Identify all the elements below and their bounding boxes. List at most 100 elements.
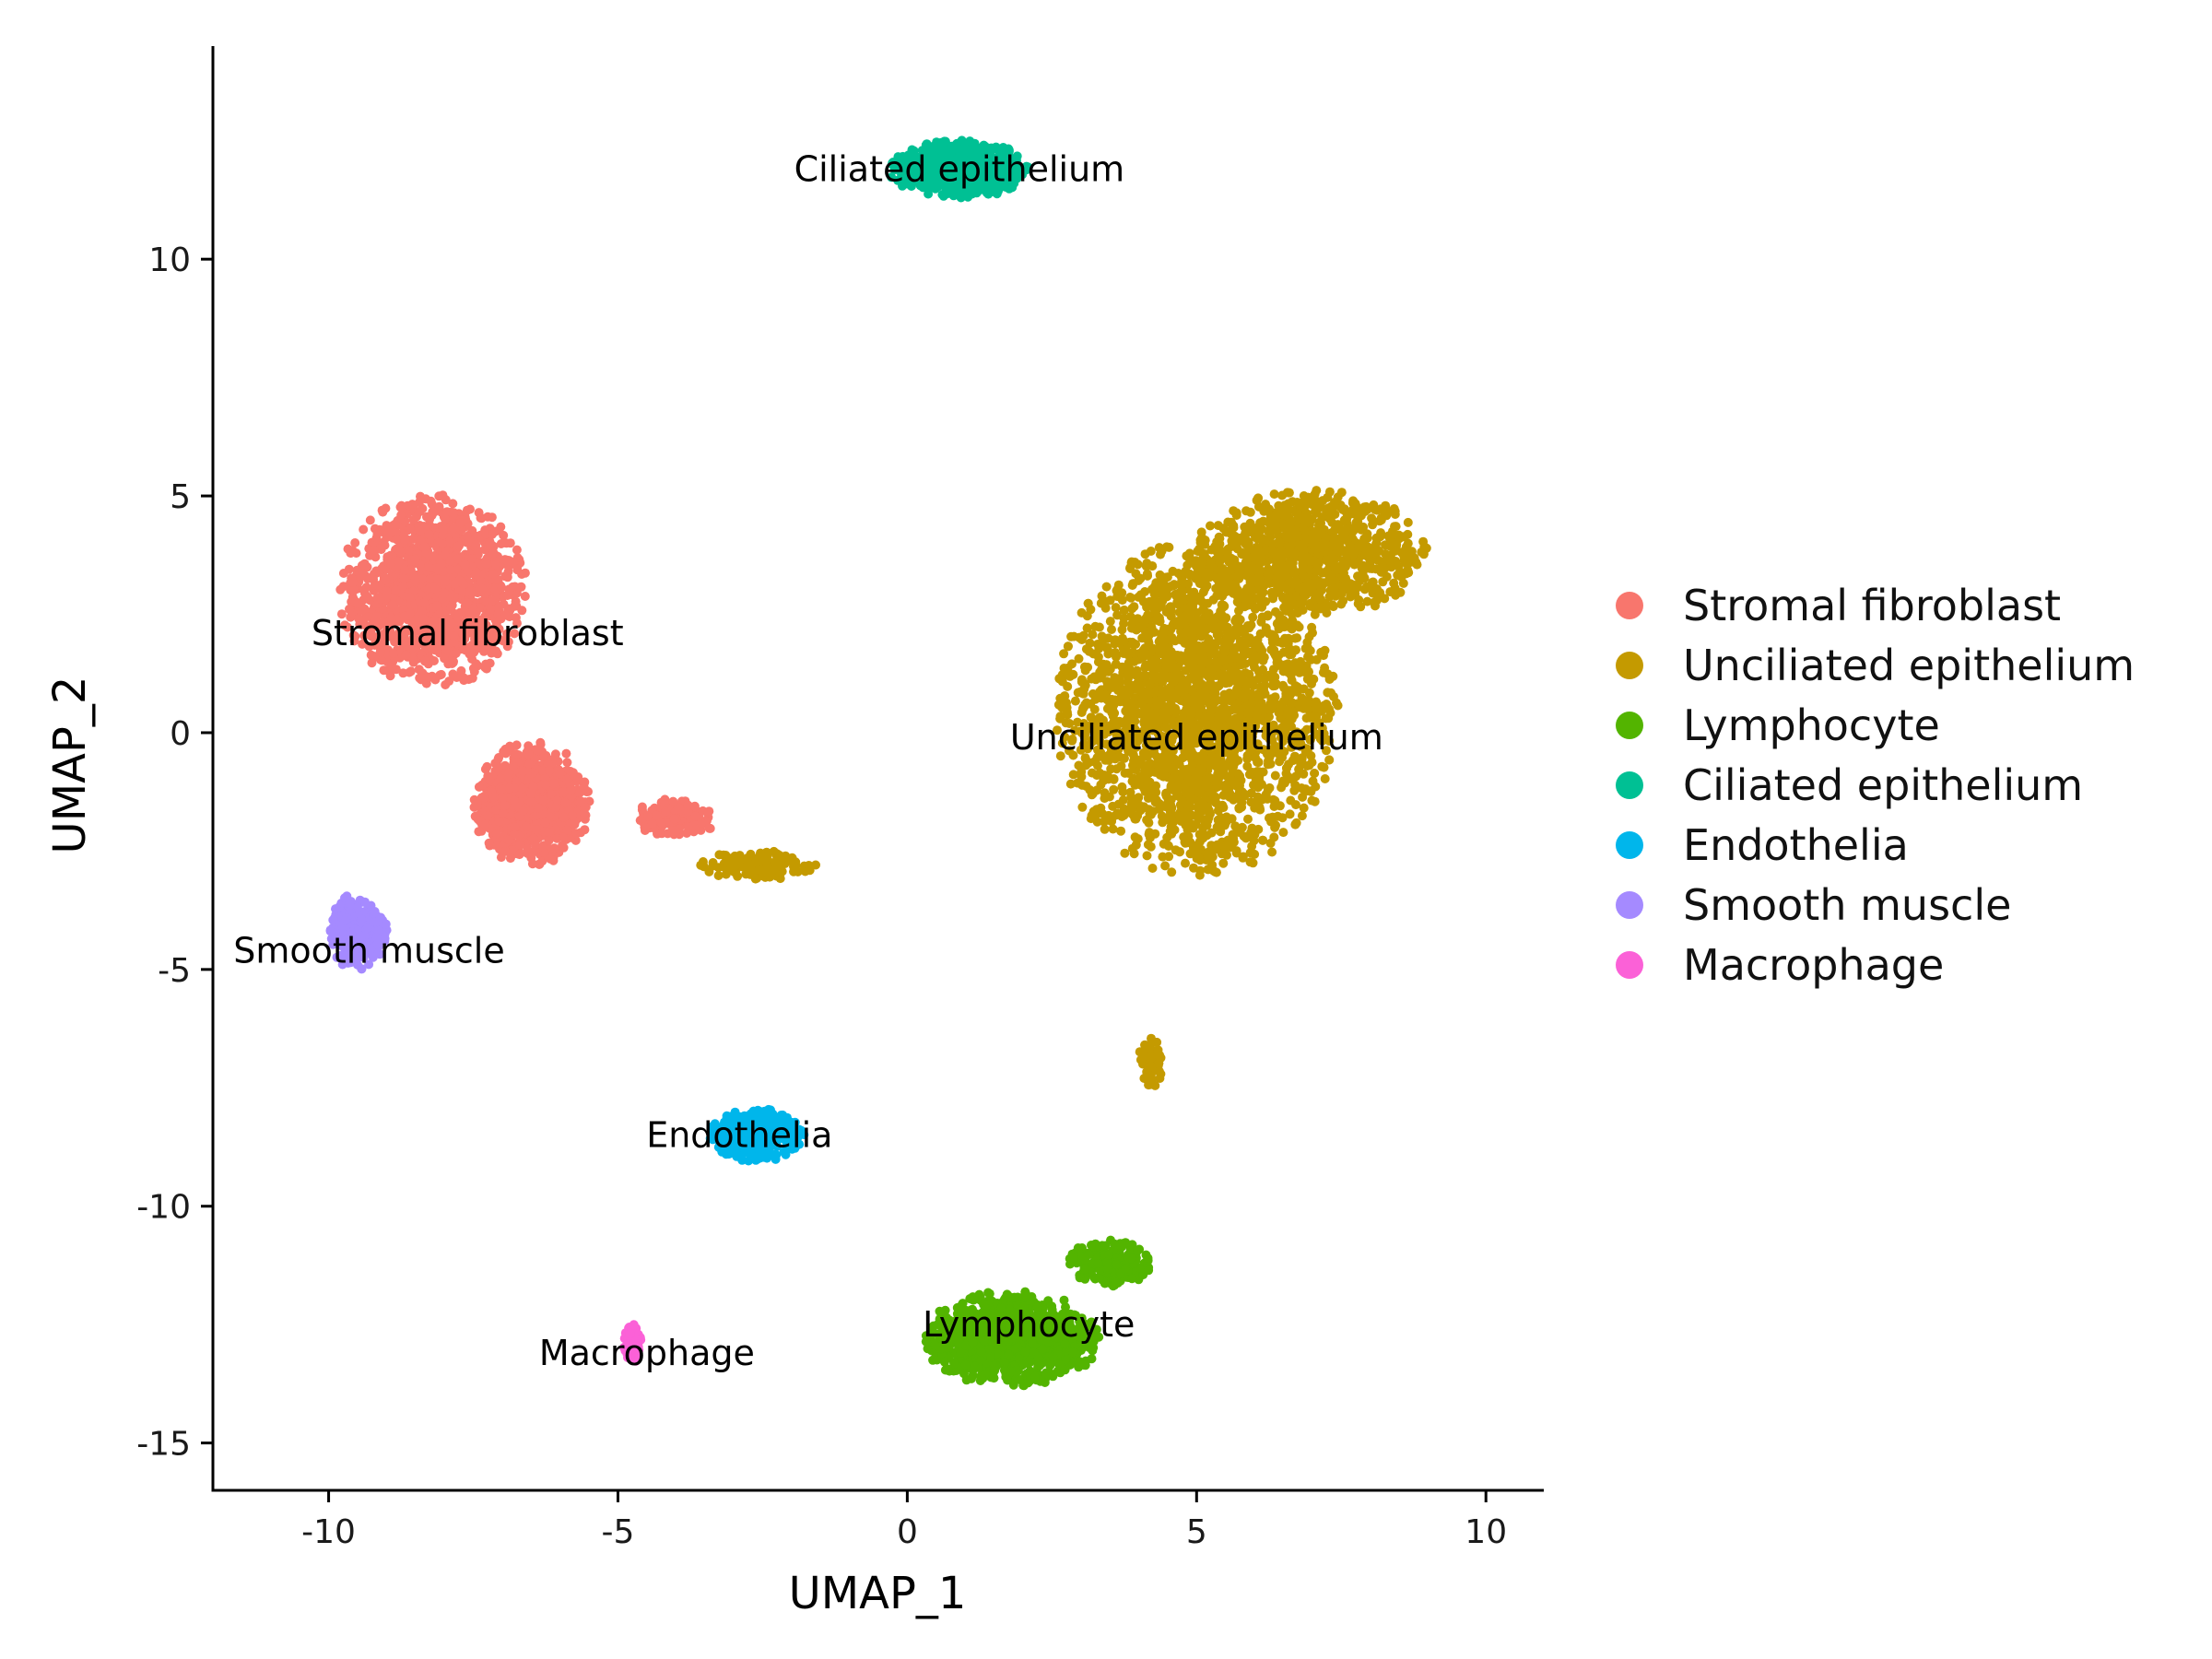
data-point [1298, 792, 1308, 802]
data-point [1213, 681, 1223, 691]
data-point [1143, 781, 1153, 790]
data-point [1255, 682, 1265, 692]
data-point [1250, 803, 1260, 813]
data-point [424, 529, 434, 539]
data-point [1316, 647, 1326, 657]
data-point [1181, 858, 1190, 868]
data-point [487, 595, 497, 606]
data-point [1167, 803, 1177, 813]
data-point [348, 577, 359, 587]
data-point [1229, 777, 1239, 787]
data-point [380, 540, 390, 550]
data-point [671, 826, 680, 836]
data-point [668, 796, 678, 806]
data-point [1255, 629, 1265, 639]
data-point [445, 565, 455, 575]
data-point [480, 764, 490, 774]
data-point [465, 586, 475, 596]
data-point [1261, 790, 1271, 800]
data-point [491, 559, 501, 570]
data-point [367, 658, 377, 668]
data-point [1094, 657, 1103, 667]
data-point [1249, 836, 1259, 846]
data-point [1100, 792, 1111, 801]
data-point [505, 853, 515, 864]
data-point [1215, 657, 1225, 666]
data-point [1151, 759, 1161, 769]
data-point [398, 582, 408, 592]
data-point [477, 513, 487, 524]
data-point [1159, 593, 1169, 602]
data-point [525, 788, 535, 798]
data-point [1248, 612, 1258, 622]
data-point [410, 575, 420, 585]
data-point [1174, 670, 1184, 679]
data-point [1281, 689, 1291, 700]
data-point [1228, 830, 1238, 840]
data-point [1108, 801, 1118, 811]
data-point [1281, 636, 1291, 646]
data-point [1158, 852, 1168, 862]
data-point [1290, 819, 1300, 830]
data-point [494, 817, 504, 827]
data-point [410, 554, 420, 564]
data-point [1096, 598, 1106, 608]
data-point [1121, 644, 1131, 654]
data-point [417, 673, 427, 683]
data-point [1157, 695, 1167, 705]
data-point [488, 792, 499, 802]
data-point [1211, 798, 1221, 808]
data-point [395, 502, 406, 512]
data-point [1322, 700, 1332, 709]
data-point [1075, 632, 1085, 642]
data-point [1231, 846, 1241, 856]
data-point [1243, 814, 1253, 824]
data-point [1136, 591, 1146, 601]
data-point [1231, 792, 1241, 802]
data-point [1307, 795, 1317, 806]
data-point [1078, 688, 1088, 699]
data-point [1094, 622, 1104, 632]
data-point [1214, 636, 1224, 646]
data-point [474, 782, 484, 792]
data-point [1133, 559, 1143, 570]
data-point [1107, 682, 1117, 692]
data-point [1143, 610, 1153, 620]
data-point [1110, 695, 1120, 705]
series-unciliated-epithelium [696, 486, 1431, 1090]
data-point [1101, 660, 1112, 670]
data-point [524, 741, 534, 751]
data-point [1166, 582, 1175, 592]
data-point [1165, 682, 1175, 692]
data-point [1180, 638, 1190, 648]
data-point [1270, 771, 1280, 781]
data-point [1262, 704, 1272, 714]
data-point [1137, 688, 1147, 698]
data-point [487, 512, 497, 523]
data-point [458, 673, 468, 683]
data-point [642, 811, 653, 821]
data-point [520, 592, 530, 601]
data-point [1060, 691, 1070, 701]
data-point [1187, 630, 1197, 641]
data-point [1166, 691, 1175, 701]
data-point [1214, 772, 1224, 782]
data-point [440, 588, 450, 598]
data-point [1163, 841, 1173, 851]
data-point [1134, 575, 1144, 585]
data-point [508, 761, 518, 771]
data-point [460, 559, 470, 570]
data-point [1067, 659, 1077, 669]
data-point [1084, 646, 1094, 656]
data-point [498, 793, 508, 803]
data-point [1320, 774, 1330, 783]
data-point [541, 780, 551, 790]
data-point [1081, 760, 1091, 771]
data-point [497, 582, 507, 593]
data-point [469, 666, 479, 677]
data-point [561, 748, 571, 759]
data-point [1299, 684, 1309, 694]
data-point [1267, 847, 1277, 857]
data-point [580, 777, 590, 787]
data-point [1262, 673, 1272, 682]
